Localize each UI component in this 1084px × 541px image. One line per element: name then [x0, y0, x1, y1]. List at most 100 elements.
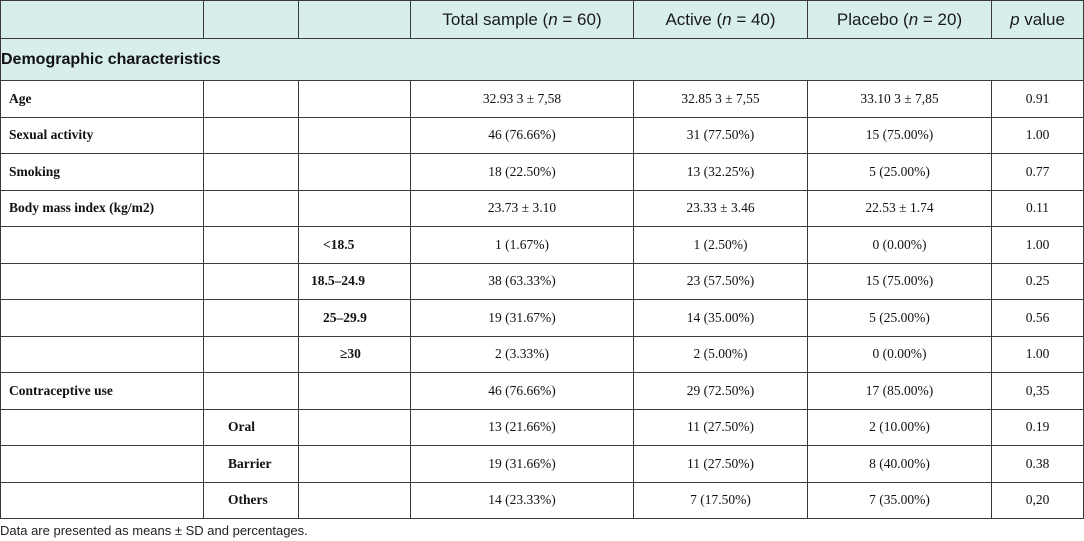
table-row: Age 32.93 3 ± 7,58 32.85 3 ± 7,55 33.10 …	[0, 80, 1084, 118]
row-label	[0, 262, 204, 300]
header-placebo-suffix: = 20)	[918, 9, 963, 29]
cell-p-value: 0.56	[991, 299, 1084, 337]
header-total-suffix: = 60)	[557, 9, 602, 29]
cell-placebo: 5 (25.00%)	[807, 299, 992, 337]
row-bmi-range: ≥30	[298, 335, 411, 373]
row-sublabel: Barrier	[203, 445, 299, 483]
row-label: Contraceptive use	[0, 372, 204, 410]
header-active-prefix: Active (	[665, 9, 723, 29]
cell-active: 2 (5.00%)	[633, 335, 808, 373]
row-sublabel	[203, 80, 299, 118]
cell-active: 31 (77.50%)	[633, 116, 808, 154]
header-total-n: n	[548, 9, 558, 29]
cell-placebo: 2 (10.00%)	[807, 408, 992, 446]
header-p-italic: p	[1010, 9, 1020, 29]
row-bmi-range	[298, 445, 411, 483]
row-bmi-range: <18.5	[298, 226, 411, 264]
cell-total: 38 (63.33%)	[410, 262, 634, 300]
cell-total: 46 (76.66%)	[410, 116, 634, 154]
cell-p-value: 0.91	[991, 80, 1084, 118]
row-bmi-range	[298, 153, 411, 191]
cell-p-value: 1.00	[991, 226, 1084, 264]
row-sublabel	[203, 372, 299, 410]
row-label	[0, 226, 204, 264]
row-sublabel	[203, 226, 299, 264]
header-active: Active (n = 40)	[633, 0, 808, 39]
row-label	[0, 481, 204, 519]
cell-placebo: 0 (0.00%)	[807, 226, 992, 264]
cell-total: 14 (23.33%)	[410, 481, 634, 519]
cell-active: 1 (2.50%)	[633, 226, 808, 264]
cell-p-value: 0,20	[991, 481, 1084, 519]
cell-p-value: 0.19	[991, 408, 1084, 446]
row-bmi-range: 25–29.9	[298, 299, 411, 337]
cell-placebo: 33.10 3 ± 7,85	[807, 80, 992, 118]
table-row: Barrier 19 (31.66%) 11 (27.50%) 8 (40.00…	[0, 445, 1084, 483]
cell-placebo: 5 (25.00%)	[807, 153, 992, 191]
row-label: Sexual activity	[0, 116, 204, 154]
table-row: <18.5 1 (1.67%) 1 (2.50%) 0 (0.00%) 1.00	[0, 226, 1084, 264]
cell-active: 32.85 3 ± 7,55	[633, 80, 808, 118]
table-footnote: Data are presented as means ± SD and per…	[0, 523, 308, 538]
header-total-sample: Total sample (n = 60)	[410, 0, 634, 39]
table-row: 18.5–24.9 38 (63.33%) 23 (57.50%) 15 (75…	[0, 262, 1084, 300]
header-empty-2	[203, 0, 299, 39]
table-row: 25–29.9 19 (31.67%) 14 (35.00%) 5 (25.00…	[0, 299, 1084, 337]
table-row: Oral 13 (21.66%) 11 (27.50%) 2 (10.00%) …	[0, 408, 1084, 446]
cell-p-value: 0,35	[991, 372, 1084, 410]
cell-active: 7 (17.50%)	[633, 481, 808, 519]
cell-total: 23.73 ± 3.10	[410, 189, 634, 227]
cell-active: 13 (32.25%)	[633, 153, 808, 191]
cell-active: 29 (72.50%)	[633, 372, 808, 410]
row-sublabel	[203, 335, 299, 373]
row-sublabel	[203, 262, 299, 300]
table-row: Body mass index (kg/m2) 23.73 ± 3.10 23.…	[0, 189, 1084, 227]
header-empty-1	[0, 0, 204, 39]
cell-p-value: 0.11	[991, 189, 1084, 227]
table-row: ≥30 2 (3.33%) 2 (5.00%) 0 (0.00%) 1.00	[0, 335, 1084, 373]
row-bmi-range	[298, 372, 411, 410]
row-label	[0, 408, 204, 446]
header-active-n: n	[722, 9, 732, 29]
row-bmi-range	[298, 481, 411, 519]
cell-placebo: 7 (35.00%)	[807, 481, 992, 519]
table-row: Smoking 18 (22.50%) 13 (32.25%) 5 (25.00…	[0, 153, 1084, 191]
table-row: Contraceptive use 46 (76.66%) 29 (72.50%…	[0, 372, 1084, 410]
table-header-row: Total sample (n = 60) Active (n = 40) Pl…	[0, 0, 1084, 39]
header-placebo-prefix: Placebo (	[836, 9, 909, 29]
cell-p-value: 0.25	[991, 262, 1084, 300]
row-label	[0, 445, 204, 483]
cell-p-value: 0.77	[991, 153, 1084, 191]
row-bmi-range	[298, 408, 411, 446]
cell-p-value: 0.38	[991, 445, 1084, 483]
row-sublabel	[203, 189, 299, 227]
cell-placebo: 17 (85.00%)	[807, 372, 992, 410]
row-bmi-range	[298, 80, 411, 118]
row-bmi-range: 18.5–24.9	[298, 262, 411, 300]
cell-p-value: 1.00	[991, 116, 1084, 154]
row-sublabel	[203, 153, 299, 191]
cell-total: 46 (76.66%)	[410, 372, 634, 410]
cell-active: 11 (27.50%)	[633, 408, 808, 446]
header-total-prefix: Total sample (	[442, 9, 549, 29]
cell-p-value: 1.00	[991, 335, 1084, 373]
row-label: Age	[0, 80, 204, 118]
header-placebo-n: n	[908, 9, 919, 29]
header-placebo: Placebo (n = 20)	[807, 0, 992, 39]
row-bmi-range	[298, 116, 411, 154]
cell-total: 2 (3.33%)	[410, 335, 634, 373]
row-label: Body mass index (kg/m2)	[0, 189, 204, 227]
section-title: Demographic characteristics	[0, 38, 1084, 81]
row-bmi-range	[298, 189, 411, 227]
table-row: Sexual activity 46 (76.66%) 31 (77.50%) …	[0, 116, 1084, 154]
cell-placebo: 8 (40.00%)	[807, 445, 992, 483]
cell-placebo: 22.53 ± 1.74	[807, 189, 992, 227]
row-label: Smoking	[0, 153, 204, 191]
cell-placebo: 15 (75.00%)	[807, 116, 992, 154]
row-sublabel: Others	[203, 481, 299, 519]
cell-active: 23.33 ± 3.46	[633, 189, 808, 227]
cell-total: 13 (21.66%)	[410, 408, 634, 446]
row-label	[0, 299, 204, 337]
cell-active: 11 (27.50%)	[633, 445, 808, 483]
header-p-suffix: value	[1019, 9, 1065, 29]
